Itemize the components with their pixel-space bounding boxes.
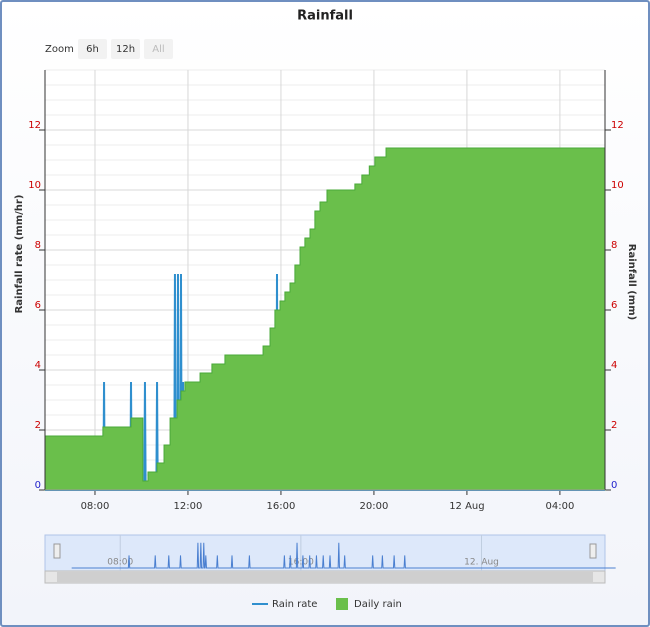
- x-tick-label: 08:00: [81, 501, 110, 512]
- zoom-button[interactable]: [111, 39, 140, 59]
- y2-axis-title: Rainfall (mm): [626, 244, 637, 320]
- x-tick-label: 12:00: [174, 501, 203, 512]
- x-tick-label: 04:00: [545, 501, 574, 512]
- navigator-label: 08:00: [107, 558, 133, 568]
- y-tick-label: 10: [28, 180, 41, 191]
- navigator-line: [71, 542, 616, 569]
- zoom-button[interactable]: [144, 39, 173, 59]
- navigator-label: 12. Aug: [464, 558, 499, 568]
- y2-tick-label: 2: [611, 420, 617, 431]
- y-tick-label: 12: [28, 120, 41, 131]
- zoom-button-label[interactable]: All: [152, 44, 164, 55]
- y-tick-label: 0: [35, 480, 41, 491]
- x-tick-label: 16:00: [267, 501, 296, 512]
- navigator-panel: [44, 534, 606, 572]
- y2-tick-label: 4: [611, 360, 617, 371]
- x-tick-label: 12 Aug: [449, 501, 484, 512]
- y2-tick-label: 6: [611, 300, 617, 311]
- area: [44, 147, 606, 491]
- y2-tick-label: 8: [611, 240, 617, 251]
- y2-tick-label: 0: [611, 480, 617, 491]
- zoom-button[interactable]: [78, 39, 107, 59]
- y2-tick-label: 10: [611, 180, 624, 191]
- x-tick-label: 20:00: [360, 501, 389, 512]
- zoom-button-label[interactable]: 12h: [116, 44, 135, 55]
- y2-tick-label: 12: [611, 120, 624, 131]
- y-axis-title: Rainfall rate (mm/hr): [14, 195, 25, 314]
- legend-label[interactable]: Rain rate: [272, 599, 317, 610]
- navigator-handle[interactable]: [589, 543, 597, 559]
- zoom-button-label[interactable]: 6h: [86, 44, 99, 55]
- zoom-label: Zoom: [45, 44, 74, 55]
- y-tick-label: 2: [35, 420, 41, 431]
- y-tick-label: 4: [35, 360, 41, 371]
- chart-title: Rainfall: [297, 9, 353, 24]
- scrollbar-thumb[interactable]: [57, 572, 593, 582]
- y-tick-label: 8: [35, 240, 41, 251]
- y-tick-label: 6: [35, 300, 41, 311]
- legend-swatch: [336, 598, 348, 610]
- navigator-label: 16:00: [288, 558, 314, 568]
- navigator-handle[interactable]: [53, 543, 61, 559]
- legend-label[interactable]: Daily rain: [354, 599, 402, 610]
